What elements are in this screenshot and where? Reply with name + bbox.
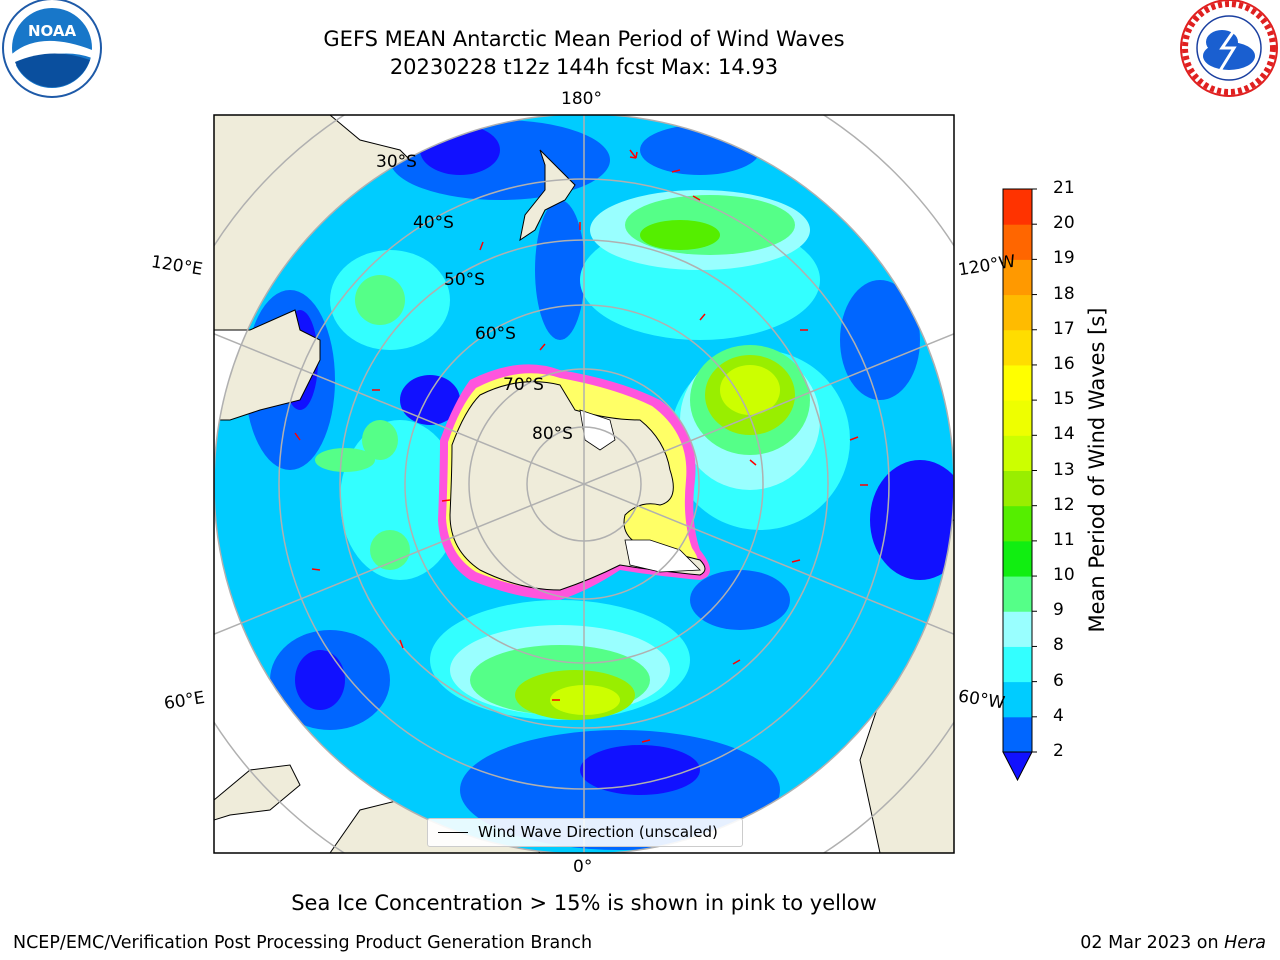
footer-date-text: 02 Mar 2023 on <box>1080 933 1225 953</box>
colorbar-tick-label: 2 <box>1053 741 1064 761</box>
colorbar-tick-label: 16 <box>1053 353 1075 374</box>
colorbar-tick-label: 11 <box>1053 529 1075 550</box>
colorbar-segment <box>1003 576 1032 612</box>
colorbar-tick-label: 19 <box>1053 248 1075 269</box>
colorbar-segment <box>1003 224 1032 260</box>
footer-date: 02 Mar 2023 on Hera <box>1080 933 1266 953</box>
lat-label-30s: 30°S <box>376 152 417 172</box>
map-subtitle: 20230228 t12z 144h fcst Max: 14.93 <box>389 55 779 79</box>
colorbar-segment <box>1003 329 1032 366</box>
legend-label: Wind Wave Direction (unscaled) <box>478 823 718 841</box>
colorbar-tick-label: 12 <box>1053 494 1075 515</box>
colorbar-tick-label: 20 <box>1053 213 1075 234</box>
svg-text:NOAA: NOAA <box>28 22 77 40</box>
sea-ice-note: Sea Ice Concentration > 15% is shown in … <box>291 891 877 915</box>
colorbar-tick-label: 21 <box>1053 178 1075 198</box>
colorbar-segment <box>1003 646 1032 683</box>
colorbar-tick-label: 8 <box>1053 635 1064 656</box>
colorbar-segment <box>1003 259 1032 296</box>
colorbar-segment <box>1003 189 1032 225</box>
colorbar-title: Mean Period of Wind Waves [s] <box>1085 307 1109 633</box>
map-title: GEFS MEAN Antarctic Mean Period of Wind … <box>323 27 845 51</box>
map-legend: Wind Wave Direction (unscaled) <box>427 818 743 847</box>
nws-logo <box>1180 0 1278 97</box>
colorbar-segment <box>1003 364 1032 401</box>
colorbar-segment <box>1003 505 1032 542</box>
colorbar-segment <box>1003 294 1032 331</box>
colorbar-tick-label: 13 <box>1053 459 1075 480</box>
colorbar-tick-label: 15 <box>1053 389 1075 410</box>
colorbar-tick-label: 4 <box>1053 705 1064 726</box>
colorbar-segment <box>1003 540 1032 577</box>
colorbar-tick-label: 17 <box>1053 318 1075 339</box>
colorbar <box>1002 188 1037 782</box>
colorbar-tick-label: 14 <box>1053 424 1075 445</box>
colorbar-segment <box>1003 435 1032 471</box>
footer-credit: NCEP/EMC/Verification Post Processing Pr… <box>13 933 593 953</box>
colorbar-tick-label: 10 <box>1053 565 1075 586</box>
legend-line-sample <box>438 832 468 833</box>
lon-label-bottom: 0° <box>573 857 593 877</box>
lat-label-80s: 80°S <box>532 424 573 444</box>
lat-label-50s: 50°S <box>444 270 485 290</box>
colorbar-tick-label: 18 <box>1053 283 1075 304</box>
wind-wave-arrows <box>294 149 868 743</box>
footer-host: Hera <box>1224 933 1266 953</box>
lat-label-70s: 70°S <box>503 375 544 395</box>
colorbar-tick-label: 6 <box>1053 670 1064 691</box>
colorbar-segment <box>1003 716 1032 753</box>
lon-label-top: 180° <box>561 89 602 109</box>
colorbar-extend-arrow <box>1002 751 1033 782</box>
lat-label-60s: 60°S <box>475 324 516 344</box>
colorbar-tick-label: 9 <box>1053 600 1064 621</box>
colorbar-segment <box>1003 470 1032 507</box>
colorbar-segment <box>1003 400 1032 436</box>
colorbar-segment <box>1003 681 1032 718</box>
graticule <box>214 115 954 853</box>
lat-label-40s: 40°S <box>413 213 454 233</box>
colorbar-segment <box>1003 611 1032 647</box>
noaa-logo: NOAA <box>2 0 102 98</box>
